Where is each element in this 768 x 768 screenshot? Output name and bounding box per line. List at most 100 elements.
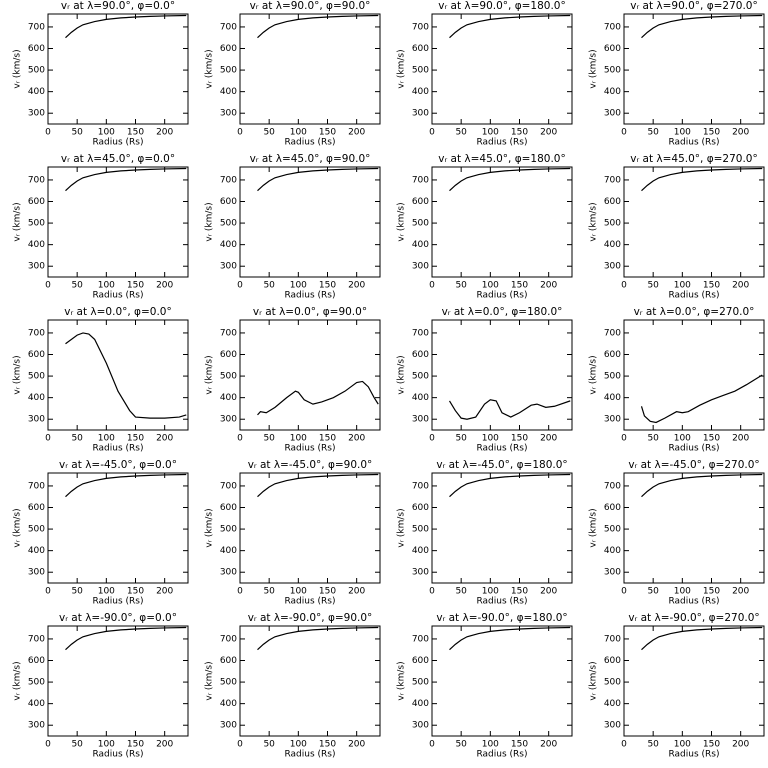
y-tick-label: 700: [412, 328, 429, 338]
x-tick-label: 200: [540, 281, 557, 291]
x-axis-label: Radius (Rs): [476, 597, 527, 607]
x-tick-label: 200: [348, 587, 365, 597]
y-tick-label: 700: [28, 175, 45, 185]
plot-frame: [431, 13, 573, 125]
y-axis-label: vᵣ (km/s): [397, 202, 407, 241]
plot-frame: [431, 166, 573, 278]
y-tick-label: 500: [604, 66, 621, 76]
y-tick-label: 300: [28, 262, 45, 272]
x-tick-label: 150: [319, 740, 336, 750]
x-tick-label: 150: [703, 587, 720, 597]
plot-frame: [47, 625, 189, 737]
x-tick-label: 0: [237, 587, 243, 597]
y-tick-label: 600: [28, 44, 45, 54]
y-tick-label: 400: [28, 393, 45, 403]
chart-title: vᵣ at λ=0.0°, φ=270.0°: [634, 306, 755, 318]
x-axis-label: Radius (Rs): [284, 444, 335, 454]
x-axis-label: Radius (Rs): [476, 291, 527, 301]
x-tick-label: 150: [127, 434, 144, 444]
y-tick-label: 500: [28, 219, 45, 229]
y-axis-label: vᵣ (km/s): [205, 49, 215, 88]
x-tick-label: 150: [703, 128, 720, 138]
x-tick-label: 150: [511, 740, 528, 750]
x-axis-label: Radius (Rs): [284, 138, 335, 148]
y-tick-label: 300: [412, 568, 429, 578]
x-axis-label: Radius (Rs): [92, 444, 143, 454]
x-tick-label: 150: [511, 128, 528, 138]
x-axis-label: Radius (Rs): [668, 291, 719, 301]
x-tick-label: 200: [348, 434, 365, 444]
y-tick-label: 600: [28, 350, 45, 360]
x-tick-label: 200: [156, 281, 173, 291]
plot-frame: [431, 625, 573, 737]
y-tick-label: 400: [604, 546, 621, 556]
x-tick-label: 0: [429, 128, 435, 138]
chart-title: vᵣ at λ=90.0°, φ=90.0°: [250, 0, 371, 12]
y-tick-label: 400: [28, 699, 45, 709]
y-tick-label: 500: [412, 678, 429, 688]
x-tick-label: 150: [319, 587, 336, 597]
x-tick-label: 50: [455, 281, 467, 291]
x-axis-label: Radius (Rs): [284, 750, 335, 760]
chart-title: vᵣ at λ=-45.0°, φ=270.0°: [628, 459, 759, 471]
chart-title: vᵣ at λ=90.0°, φ=0.0°: [61, 0, 175, 12]
y-tick-label: 400: [412, 546, 429, 556]
y-tick-label: 600: [412, 503, 429, 513]
y-tick-label: 500: [604, 219, 621, 229]
y-axis-label: vᵣ (km/s): [589, 661, 599, 700]
x-tick-label: 50: [455, 740, 467, 750]
x-tick-label: 100: [674, 587, 691, 597]
x-tick-label: 100: [98, 128, 115, 138]
y-tick-label: 500: [220, 219, 237, 229]
x-tick-label: 100: [482, 434, 499, 444]
x-tick-label: 100: [482, 740, 499, 750]
y-tick-label: 500: [604, 372, 621, 382]
x-tick-label: 0: [237, 740, 243, 750]
y-tick-label: 500: [220, 678, 237, 688]
x-tick-label: 150: [703, 434, 720, 444]
y-tick-label: 300: [604, 262, 621, 272]
x-tick-label: 150: [511, 587, 528, 597]
x-tick-label: 0: [429, 587, 435, 597]
y-tick-label: 500: [220, 525, 237, 535]
x-tick-label: 200: [732, 740, 749, 750]
x-tick-label: 50: [455, 128, 467, 138]
data-line: [257, 380, 379, 416]
y-tick-label: 600: [604, 656, 621, 666]
y-tick-label: 600: [28, 656, 45, 666]
y-tick-label: 700: [412, 22, 429, 32]
x-tick-label: 0: [45, 128, 51, 138]
data-line: [65, 626, 187, 651]
data-line: [257, 626, 379, 651]
x-tick-label: 100: [98, 434, 115, 444]
x-tick-label: 200: [348, 740, 365, 750]
plot-frame: [239, 625, 381, 737]
x-tick-label: 200: [540, 740, 557, 750]
x-tick-label: 50: [263, 128, 275, 138]
y-tick-label: 700: [28, 22, 45, 32]
y-tick-label: 300: [604, 109, 621, 119]
y-tick-label: 500: [28, 525, 45, 535]
x-tick-label: 50: [71, 128, 83, 138]
plot-frame: [623, 319, 765, 431]
x-axis-label: Radius (Rs): [284, 597, 335, 607]
x-tick-label: 100: [290, 281, 307, 291]
y-tick-label: 700: [220, 481, 237, 491]
y-axis-label: vᵣ (km/s): [589, 49, 599, 88]
x-tick-label: 150: [127, 740, 144, 750]
x-tick-label: 50: [71, 587, 83, 597]
y-axis-label: vᵣ (km/s): [589, 202, 599, 241]
x-tick-label: 50: [647, 740, 659, 750]
x-tick-label: 100: [482, 587, 499, 597]
y-tick-label: 700: [28, 481, 45, 491]
y-tick-label: 400: [412, 699, 429, 709]
x-tick-label: 50: [455, 434, 467, 444]
x-axis-label: Radius (Rs): [668, 750, 719, 760]
y-tick-label: 400: [604, 699, 621, 709]
y-tick-label: 700: [220, 175, 237, 185]
x-tick-label: 100: [674, 281, 691, 291]
y-tick-label: 300: [412, 109, 429, 119]
x-axis-label: Radius (Rs): [668, 444, 719, 454]
y-tick-label: 400: [220, 240, 237, 250]
y-tick-label: 300: [28, 568, 45, 578]
